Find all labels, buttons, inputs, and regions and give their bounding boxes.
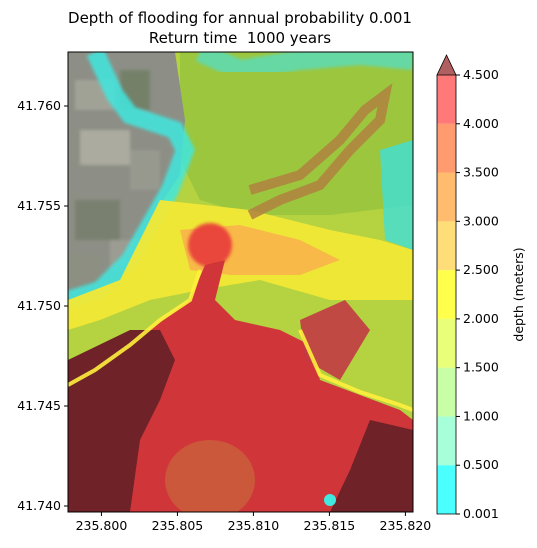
colorbar-segment <box>437 123 456 173</box>
colorbar-segment <box>437 465 456 514</box>
colorbar-segment <box>437 172 456 222</box>
y-axis: 41.740 41.745 41.750 41.755 41.760 <box>17 98 68 513</box>
colorbar-label: depth (meters) <box>511 247 526 341</box>
y-tick-label: 41.755 <box>17 198 61 213</box>
colorbar-tick-label: 0.001 <box>463 506 499 521</box>
x-tick-label: 235.805 <box>152 518 204 533</box>
y-tick-label: 41.745 <box>17 398 61 413</box>
x-tick-label: 235.810 <box>228 518 280 533</box>
colorbar-tick-label: 1.500 <box>463 360 499 375</box>
x-tick-label: 235.820 <box>380 518 432 533</box>
colorbar-tick-label: 3.000 <box>463 213 499 228</box>
y-tick-label: 41.750 <box>17 298 61 313</box>
y-tick-label: 41.740 <box>17 498 61 513</box>
map-frame <box>67 51 414 513</box>
colorbar-segment <box>437 270 456 319</box>
colorbar: 0.001 0.500 1.000 1.500 2.000 2.500 3.000 3.500… <box>436 54 526 521</box>
chart-title-line1: Depth of flooding for annual probability… <box>68 9 412 27</box>
colorbar-segment <box>437 367 456 417</box>
colorbar-tick-label: 4.500 <box>463 67 499 82</box>
colorbar-tick-label: 0.500 <box>463 457 499 472</box>
chart-subtitle: Return time 1000 years <box>148 29 332 47</box>
colorbar-tick-label: 3.500 <box>463 165 499 180</box>
x-axis: 235.800 235.805 235.810 235.815 235.820 <box>76 512 432 533</box>
chart-title: Depth of flooding for annual probability… <box>0 8 480 48</box>
y-tick-label: 41.760 <box>17 98 61 113</box>
flood-depth-map <box>68 52 413 512</box>
colorbar-tick-label: 1.000 <box>463 408 499 423</box>
colorbar-segment <box>437 75 456 124</box>
colorbar-extend-arrow <box>436 54 457 76</box>
x-tick-label: 235.815 <box>304 518 356 533</box>
colorbar-tick-label: 2.500 <box>463 262 499 277</box>
colorbar-segment <box>437 416 456 466</box>
x-tick-label: 235.800 <box>76 518 128 533</box>
colorbar-segment <box>437 221 456 271</box>
colorbar-tick-label: 4.000 <box>463 116 499 131</box>
colorbar-outline <box>436 75 457 515</box>
colorbar-tick-label: 2.000 <box>463 311 499 326</box>
colorbar-segment <box>437 318 456 368</box>
